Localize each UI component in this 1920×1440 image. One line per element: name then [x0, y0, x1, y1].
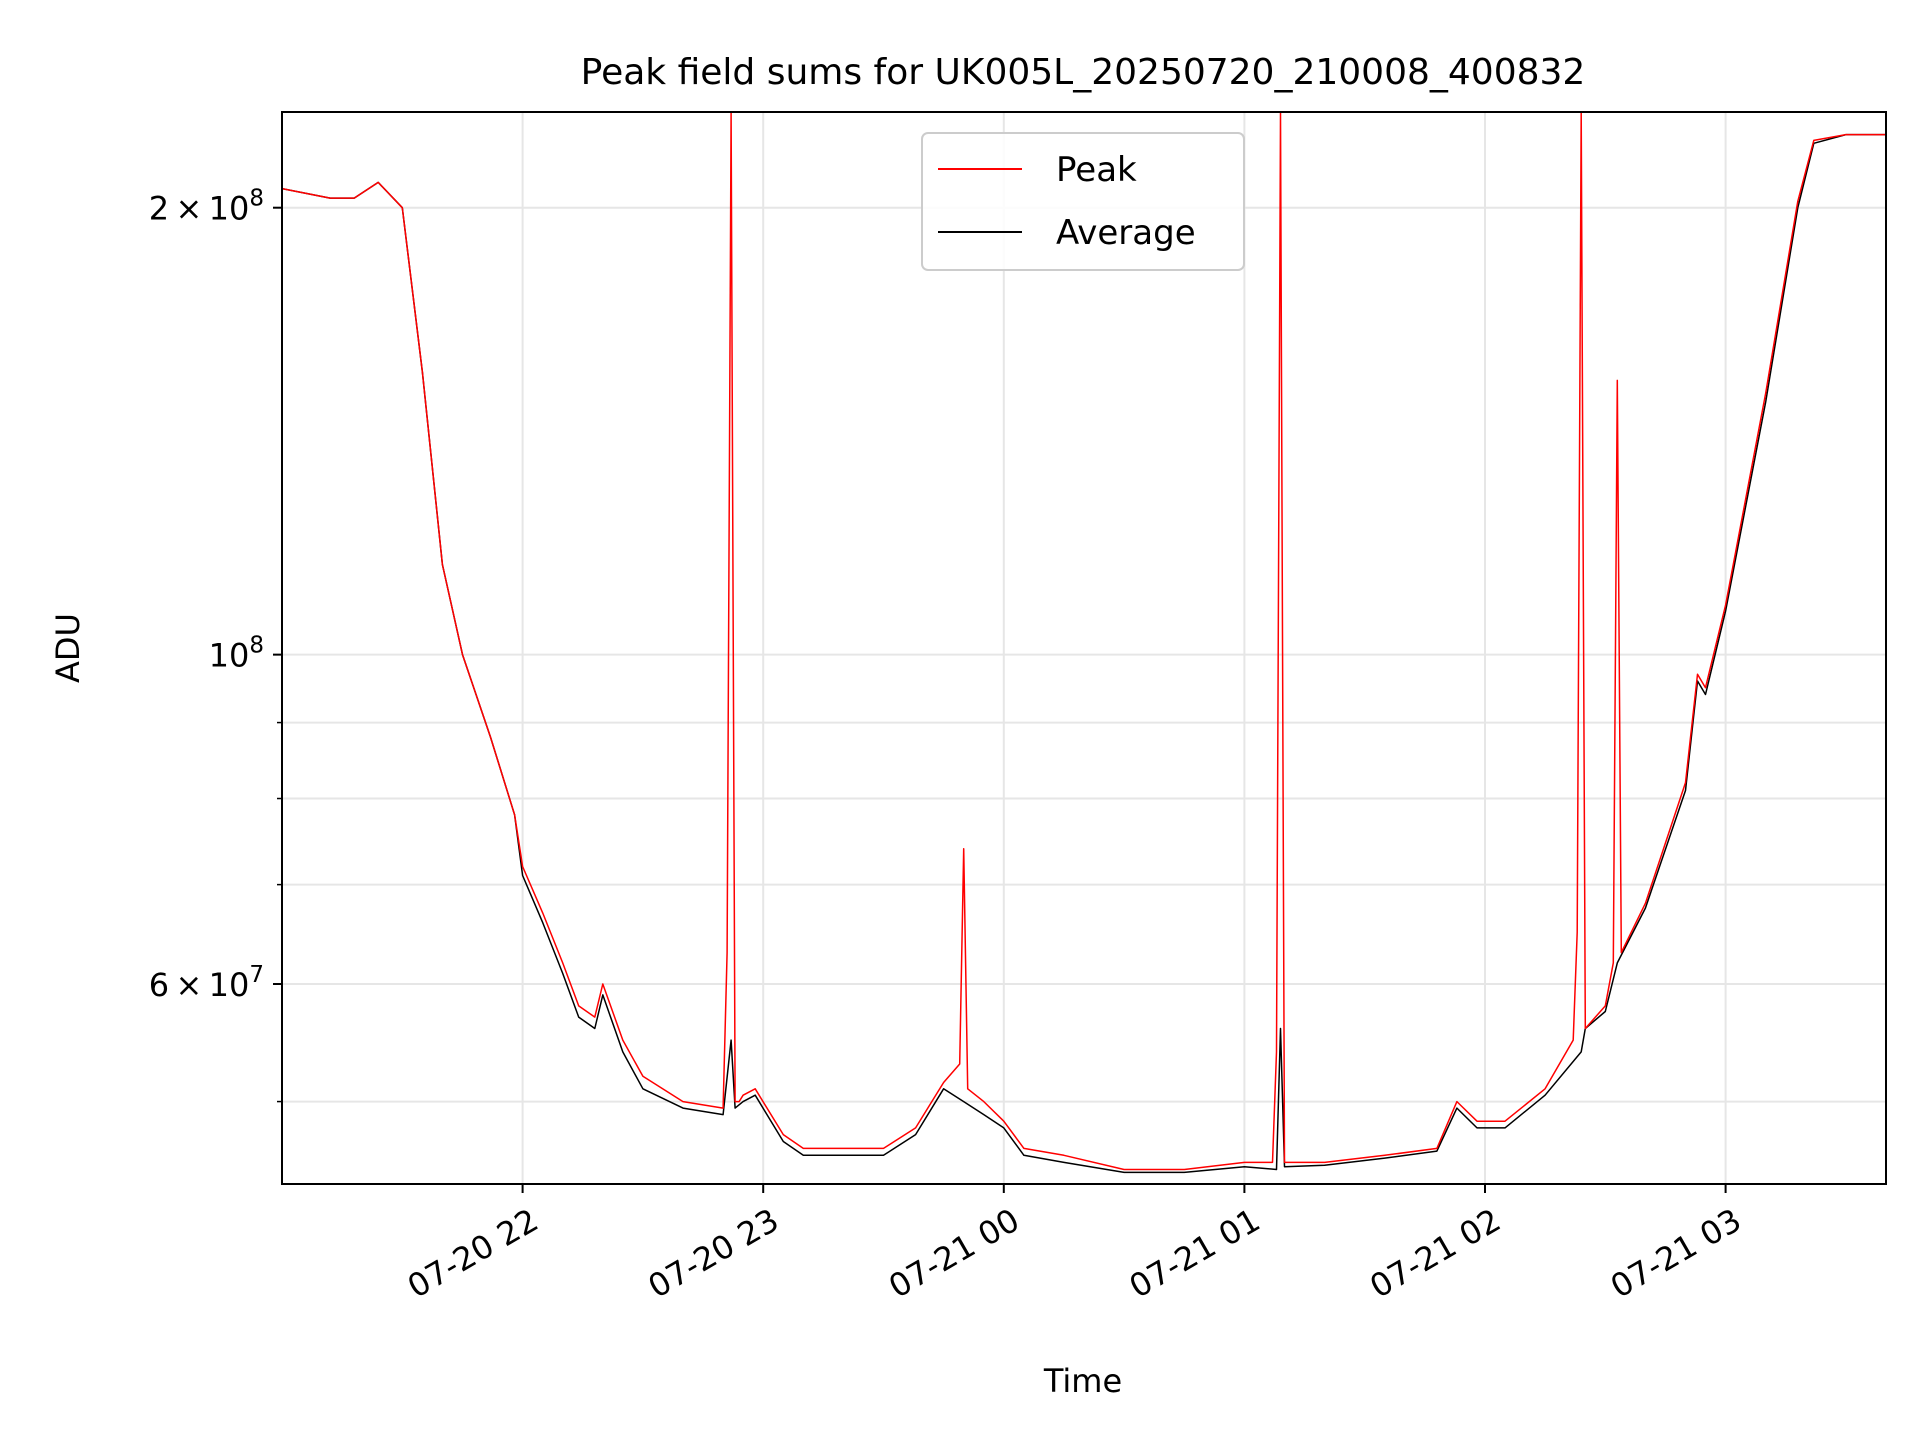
- legend-box: [921, 132, 1245, 271]
- plot-frame: [281, 111, 1887, 1185]
- y-axis: 6 × 107 108 2 × 108: [149, 186, 282, 1103]
- y-tick-label-0: 6 × 107: [149, 962, 264, 1004]
- chart-title: Peak field sums for UK005L_20250720_2100…: [581, 52, 1586, 93]
- legend: Peak Average: [921, 132, 1245, 271]
- plot-area: [282, 112, 1886, 1174]
- grid: [282, 112, 1886, 1184]
- series-line-peak: [282, 112, 1886, 1171]
- legend-average-label: Average: [1056, 213, 1196, 253]
- series-line-average: [282, 133, 1886, 1174]
- y-tick-label-1: 108: [209, 633, 264, 675]
- legend-peak-label: Peak: [1056, 150, 1137, 190]
- y-axis-label: ADU: [49, 613, 87, 683]
- x-axis-label: Time: [1043, 1362, 1122, 1400]
- y-tick-label-2: 2 × 108: [149, 186, 264, 228]
